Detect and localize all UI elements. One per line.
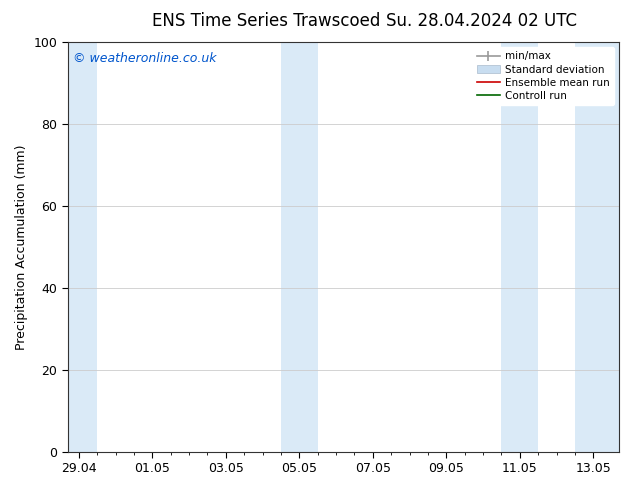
Bar	[575, 42, 619, 452]
Bar	[501, 42, 538, 452]
Y-axis label: Precipitation Accumulation (mm): Precipitation Accumulation (mm)	[15, 144, 28, 349]
Bar	[68, 42, 97, 452]
Text: © weatheronline.co.uk: © weatheronline.co.uk	[74, 52, 217, 65]
Text: ENS Time Series Trawscoed: ENS Time Series Trawscoed	[152, 12, 380, 30]
Bar	[281, 42, 318, 452]
Text: Su. 28.04.2024 02 UTC: Su. 28.04.2024 02 UTC	[386, 12, 578, 30]
Legend: min/max, Standard deviation, Ensemble mean run, Controll run: min/max, Standard deviation, Ensemble me…	[472, 47, 614, 105]
